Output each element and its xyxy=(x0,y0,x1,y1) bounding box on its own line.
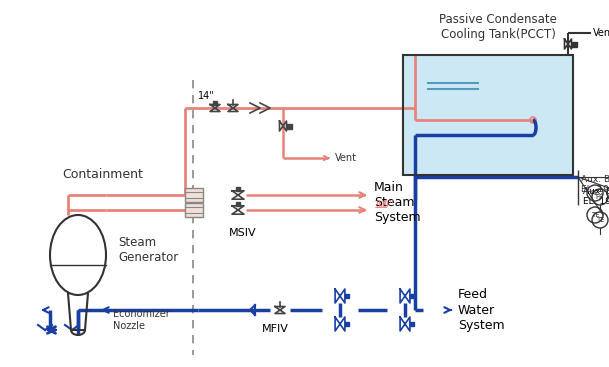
Text: Containment: Containment xyxy=(63,168,144,182)
Text: Aux. Bldg
EL. 199’: Aux. Bldg EL. 199’ xyxy=(583,187,609,206)
Bar xyxy=(410,294,414,298)
Text: Feed
Water
System: Feed Water System xyxy=(458,288,505,331)
Bar xyxy=(185,188,203,202)
Bar xyxy=(571,41,577,47)
Ellipse shape xyxy=(50,215,106,295)
Text: Vent: Vent xyxy=(593,28,609,38)
Bar xyxy=(236,187,240,191)
Bar xyxy=(403,55,573,175)
Text: 14": 14" xyxy=(198,91,215,101)
Text: Steam
Generator: Steam Generator xyxy=(118,236,178,264)
Text: FE: FE xyxy=(591,190,599,196)
Bar xyxy=(410,322,414,326)
Text: Economizer
Nozzle: Economizer Nozzle xyxy=(113,309,170,331)
Text: MSIV: MSIV xyxy=(229,228,257,238)
Polygon shape xyxy=(68,293,88,330)
Bar xyxy=(404,56,572,174)
Bar xyxy=(345,322,349,326)
Text: 10": 10" xyxy=(373,200,393,210)
Bar xyxy=(213,101,217,105)
Bar xyxy=(286,124,292,128)
Text: TE: TE xyxy=(591,212,599,218)
Text: MFIV: MFIV xyxy=(261,324,289,334)
Text: Vent: Vent xyxy=(335,153,357,163)
Bar xyxy=(185,203,203,217)
Text: 10": 10" xyxy=(375,200,395,210)
Text: FE: FE xyxy=(596,194,604,200)
Bar xyxy=(236,202,240,206)
Text: Aux. Bldg
EL. 199’: Aux. Bldg EL. 199’ xyxy=(581,175,609,195)
Bar xyxy=(345,294,349,298)
Text: Passive Condensate
Cooling Tank(PCCT): Passive Condensate Cooling Tank(PCCT) xyxy=(439,13,557,41)
Text: TE: TE xyxy=(596,217,604,223)
Text: Main
Steam
System: Main Steam System xyxy=(374,181,421,224)
